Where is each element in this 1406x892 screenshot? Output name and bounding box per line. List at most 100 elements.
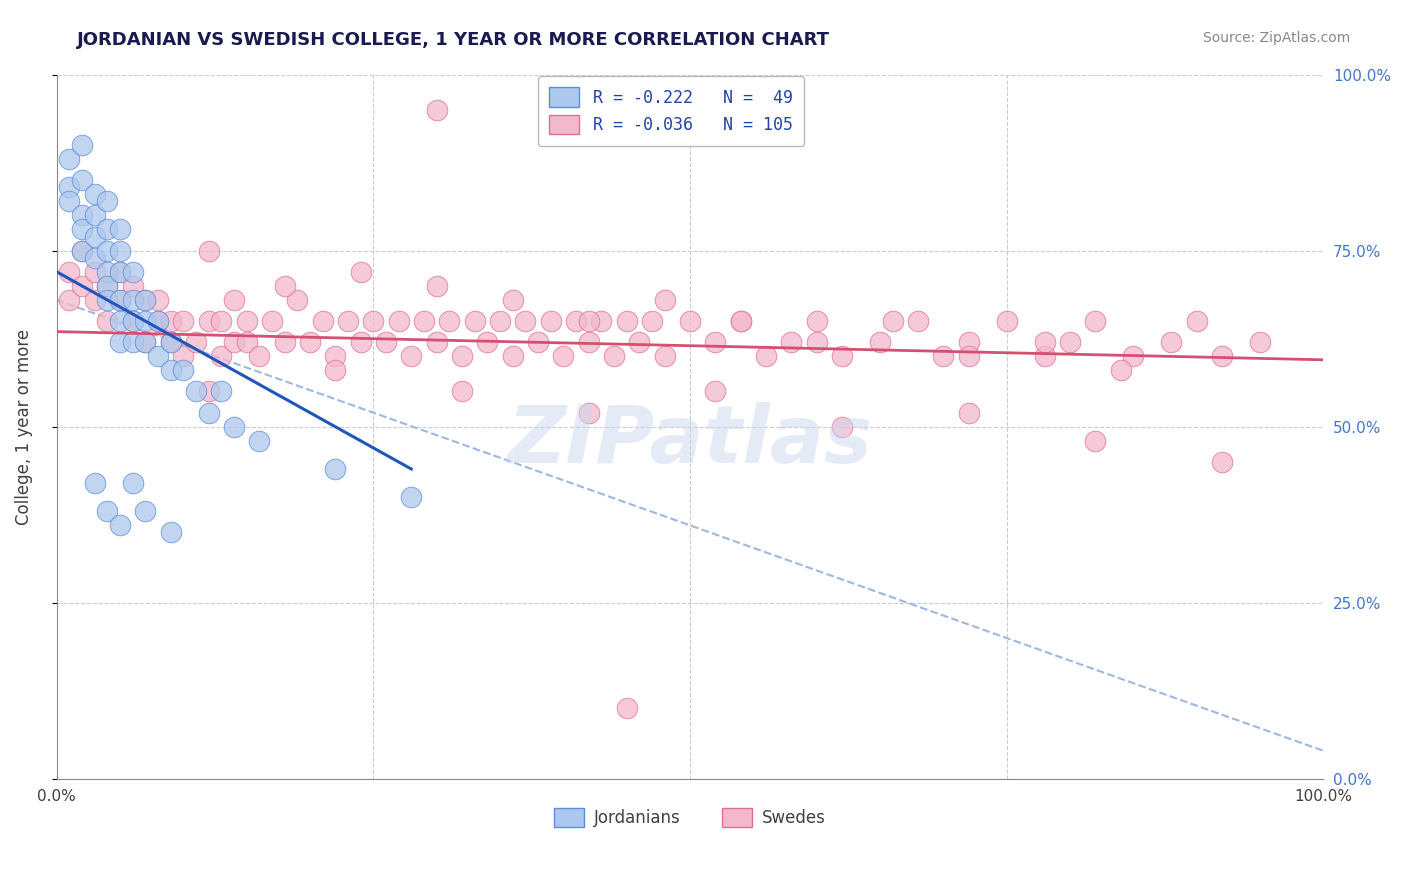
Point	[401, 490, 423, 504]
Point	[489, 314, 512, 328]
Point	[1033, 349, 1056, 363]
Point	[184, 335, 207, 350]
Point	[806, 335, 828, 350]
Point	[1211, 455, 1233, 469]
Point	[184, 384, 207, 399]
Point	[146, 314, 169, 328]
Point	[96, 504, 118, 518]
Point	[591, 314, 613, 328]
Point	[134, 335, 156, 350]
Point	[121, 278, 143, 293]
Point	[932, 349, 955, 363]
Point	[995, 314, 1018, 328]
Point	[831, 419, 853, 434]
Point	[704, 384, 727, 399]
Point	[515, 314, 537, 328]
Point	[616, 314, 638, 328]
Point	[83, 293, 105, 307]
Point	[273, 335, 295, 350]
Point	[439, 314, 461, 328]
Point	[108, 265, 131, 279]
Point	[197, 406, 219, 420]
Point	[222, 335, 245, 350]
Point	[197, 384, 219, 399]
Point	[58, 152, 80, 166]
Point	[108, 244, 131, 258]
Point	[96, 222, 118, 236]
Point	[285, 293, 308, 307]
Point	[121, 314, 143, 328]
Point	[730, 314, 752, 328]
Point	[323, 462, 346, 476]
Point	[209, 314, 232, 328]
Point	[349, 335, 371, 350]
Point	[957, 335, 980, 350]
Text: ZIPatlas: ZIPatlas	[508, 401, 873, 480]
Point	[1249, 335, 1271, 350]
Point	[159, 525, 181, 540]
Point	[121, 476, 143, 491]
Point	[121, 314, 143, 328]
Point	[121, 265, 143, 279]
Point	[146, 349, 169, 363]
Point	[1185, 314, 1208, 328]
Point	[58, 293, 80, 307]
Point	[426, 335, 449, 350]
Point	[70, 278, 93, 293]
Point	[96, 314, 118, 328]
Point	[146, 314, 169, 328]
Point	[108, 265, 131, 279]
Point	[209, 349, 232, 363]
Y-axis label: College, 1 year or more: College, 1 year or more	[15, 328, 32, 524]
Point	[121, 293, 143, 307]
Point	[96, 194, 118, 209]
Point	[323, 349, 346, 363]
Point	[222, 293, 245, 307]
Point	[730, 314, 752, 328]
Point	[957, 406, 980, 420]
Point	[806, 314, 828, 328]
Point	[83, 251, 105, 265]
Point	[1122, 349, 1144, 363]
Point	[401, 349, 423, 363]
Point	[83, 187, 105, 202]
Point	[831, 349, 853, 363]
Point	[134, 293, 156, 307]
Point	[96, 278, 118, 293]
Point	[197, 314, 219, 328]
Point	[260, 314, 283, 328]
Point	[172, 349, 194, 363]
Point	[336, 314, 359, 328]
Point	[108, 293, 131, 307]
Point	[146, 293, 169, 307]
Point	[578, 314, 600, 328]
Point	[451, 349, 474, 363]
Point	[553, 349, 575, 363]
Point	[882, 314, 904, 328]
Point	[527, 335, 550, 350]
Point	[755, 349, 778, 363]
Point	[159, 314, 181, 328]
Point	[222, 419, 245, 434]
Point	[70, 244, 93, 258]
Point	[247, 349, 270, 363]
Point	[83, 229, 105, 244]
Point	[134, 504, 156, 518]
Point	[134, 335, 156, 350]
Point	[502, 349, 524, 363]
Point	[96, 278, 118, 293]
Point	[426, 278, 449, 293]
Point	[477, 335, 499, 350]
Point	[235, 314, 257, 328]
Point	[197, 244, 219, 258]
Point	[108, 222, 131, 236]
Point	[134, 314, 156, 328]
Point	[1160, 335, 1182, 350]
Legend: Jordanians, Swedes: Jordanians, Swedes	[547, 801, 832, 834]
Point	[388, 314, 411, 328]
Point	[578, 335, 600, 350]
Point	[108, 293, 131, 307]
Point	[172, 363, 194, 377]
Text: Source: ZipAtlas.com: Source: ZipAtlas.com	[1202, 31, 1350, 45]
Point	[83, 208, 105, 222]
